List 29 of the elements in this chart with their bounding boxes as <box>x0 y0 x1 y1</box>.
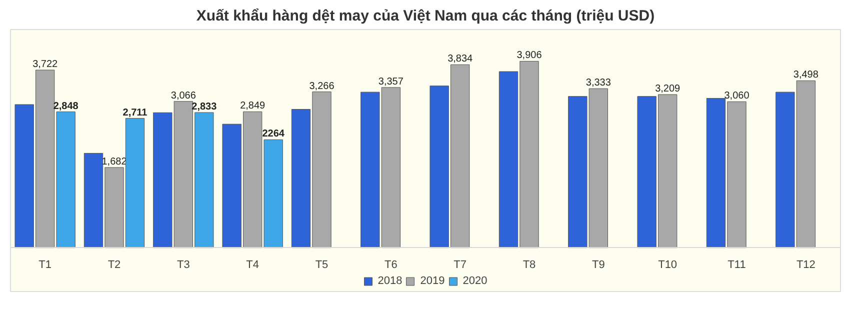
legend-label: 2018 <box>378 275 402 287</box>
x-tick-label: T9 <box>592 258 605 271</box>
data-label: 3,357 <box>378 76 404 88</box>
chart-title: Xuất khẩu hàng dệt may của Việt Nam qua các tháng (triệu USD) <box>196 8 655 24</box>
x-tick-label: T8 <box>522 258 536 271</box>
data-label: 3,209 <box>655 84 681 95</box>
x-tick-label: T10 <box>658 258 678 271</box>
x-tick-label: T4 <box>246 258 260 271</box>
x-tick-label: T12 <box>796 258 816 271</box>
x-tick-label: T11 <box>728 258 746 271</box>
x-tick-label: T7 <box>454 258 467 271</box>
x-tick-label: T6 <box>384 258 398 271</box>
data-label: 2,711 <box>122 107 148 118</box>
legend-label: 2019 <box>420 275 445 287</box>
data-label: 2,849 <box>240 100 266 112</box>
data-label: 3,906 <box>516 50 542 62</box>
data-label: 3,060 <box>724 90 750 102</box>
x-tick-label: T2 <box>108 258 121 271</box>
data-label: 3,266 <box>309 80 335 92</box>
data-label: 3,333 <box>586 78 612 89</box>
data-label: 3,834 <box>448 54 474 65</box>
x-tick-label: T1 <box>38 258 52 271</box>
data-label: 3,722 <box>32 59 58 70</box>
data-label: 3,066 <box>170 90 196 102</box>
x-tick-label: T5 <box>315 258 328 271</box>
data-label: 3,498 <box>793 70 819 81</box>
data-label: 2264 <box>262 128 285 140</box>
x-tick-label: T3 <box>177 258 190 271</box>
legend-label: 2020 <box>462 275 488 287</box>
